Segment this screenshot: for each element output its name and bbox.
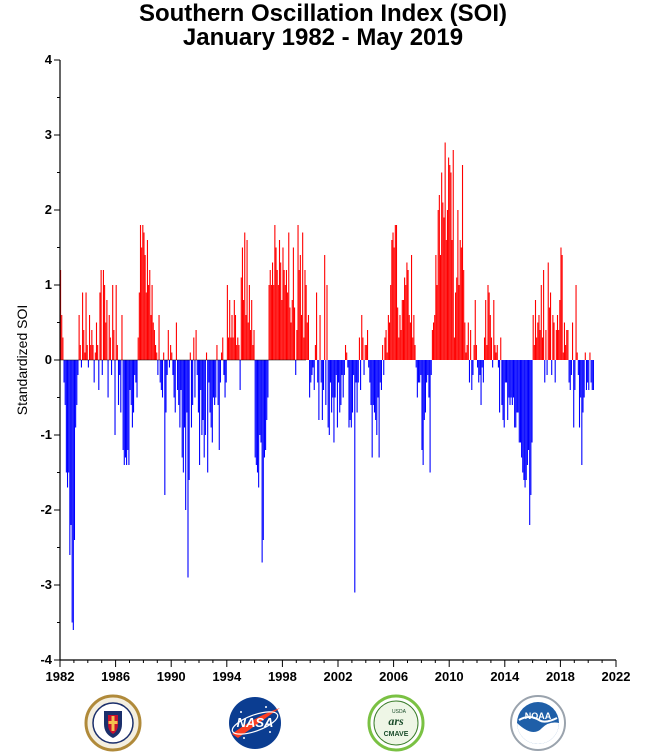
cmave-logo: USDA ars CMAVE (367, 694, 425, 752)
x-tick-label: 2010 (435, 669, 464, 684)
x-tick-label: 1998 (268, 669, 297, 684)
title-line-2: January 1982 - May 2019 (182, 24, 464, 51)
y-tick-label: -4 (40, 652, 52, 667)
x-tick-label: 2006 (379, 669, 408, 684)
y-tick-label: 1 (45, 277, 52, 292)
x-tick-label: 2002 (324, 669, 353, 684)
noaa-logo-text: NOAA (525, 711, 552, 721)
x-tick-label: 1986 (101, 669, 130, 684)
cmave-logo-cmave: CMAVE (384, 731, 409, 738)
noaa-logo: NOAA (510, 695, 566, 751)
y-tick-label: 4 (45, 52, 53, 67)
y-tick-label: 2 (45, 202, 52, 217)
bar-series (60, 142, 594, 630)
x-tick-label: 2022 (602, 669, 631, 684)
y-tick-label: 0 (45, 352, 52, 367)
y-tick-label: -1 (40, 427, 52, 442)
title-line-1: Southern Oscillation Index (SOI) (138, 0, 508, 27)
cmave-logo-ars: ars (388, 714, 404, 728)
x-tick-label: 2018 (546, 669, 575, 684)
y-tick-label: -2 (40, 502, 52, 517)
cmave-logo-usda: USDA (392, 709, 407, 715)
nasa-logo-text: NASA (237, 715, 274, 730)
x-tick-label: 2014 (490, 669, 520, 684)
nasa-logo: NASA (229, 697, 281, 749)
y-tick-label: 3 (45, 127, 52, 142)
x-tick-label: 1982 (46, 669, 75, 684)
dha-logo (84, 694, 142, 752)
axes: -4 -3 -2 -1 0 1 2 3 4 1982 1986 1990 1994 1998 2002 200… (40, 52, 630, 684)
soi-chart: -4 -3 -2 -1 0 1 2 3 4 1982 1986 1990 1994 1998 2002 200… (14, 52, 630, 684)
y-tick-label: -3 (40, 577, 52, 592)
x-tick-label: 1990 (157, 669, 186, 684)
x-tick-label: 1994 (212, 669, 242, 684)
chart-title: Southern Oscillation Index (SOI) January… (0, 2, 646, 50)
y-axis-label: Standardized SOI (14, 305, 30, 416)
